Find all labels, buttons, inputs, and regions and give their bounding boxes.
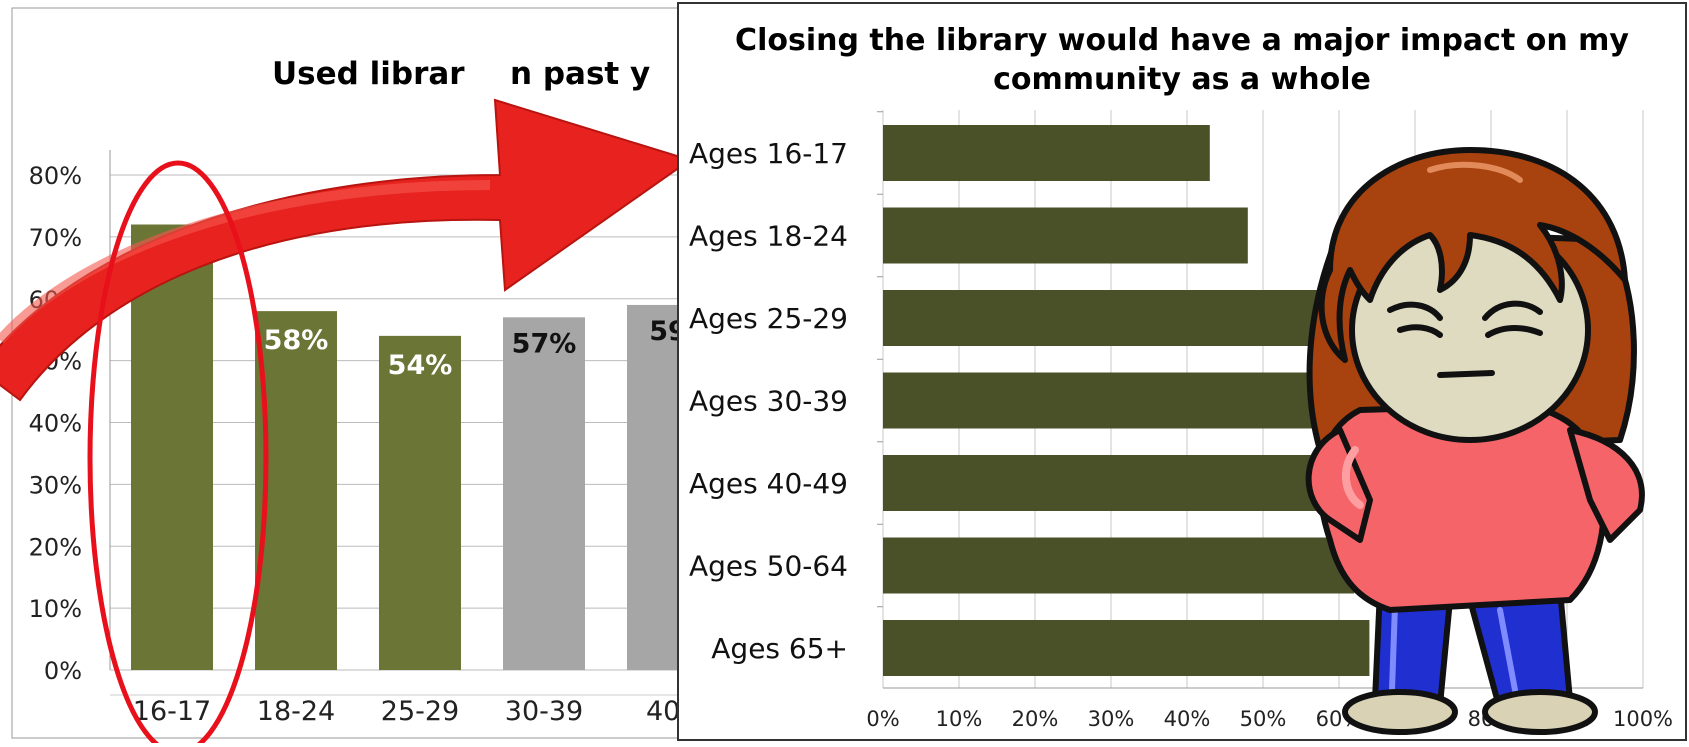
left-bar: [503, 317, 585, 670]
right-category-label: Ages 25-29: [689, 302, 848, 335]
right-xtick-label: 20%: [1012, 707, 1059, 731]
left-ytick-label: 30%: [29, 471, 82, 499]
left-vertical-bar-chart: Used librar n past y 0%10%20%30%40%50%60…: [11, 7, 709, 739]
left-data-label: 58%: [264, 325, 329, 356]
right-category-label: Ages 18-24: [689, 220, 848, 253]
left-data-label: 54%: [388, 350, 453, 381]
left-xtick-label: 16-17: [133, 696, 211, 727]
left-xtick-label: 30-39: [505, 696, 583, 727]
right-xtick-label: 100%: [1613, 707, 1673, 731]
right-xtick-label: 0%: [866, 707, 899, 731]
right-category-label: Ages 50-64: [689, 550, 848, 583]
right-category-label: Ages 30-39: [689, 385, 848, 418]
left-chart-title-part2: n past y: [510, 56, 650, 92]
left-bar: [255, 311, 337, 670]
left-bar: [379, 335, 461, 670]
right-xtick-label: 50%: [1240, 707, 1287, 731]
left-bar: [131, 224, 213, 670]
right-chart-title-line2: community as a whole: [993, 62, 1371, 97]
left-data-label: 57%: [512, 328, 577, 359]
right-xtick-label: 30%: [1088, 707, 1135, 731]
left-xtick-label: 25-29: [381, 696, 459, 727]
right-bar: [883, 290, 1324, 346]
highlight-ellipse: [87, 160, 269, 747]
right-bar: [883, 372, 1339, 429]
right-bar: [883, 455, 1339, 511]
left-ytick-label: 10%: [29, 595, 82, 623]
left-xtick-label: 18-24: [257, 696, 335, 727]
right-category-label: Ages 40-49: [689, 467, 848, 500]
left-chart-title-part1: Used librar: [272, 56, 465, 92]
right-chart-title-line1: Closing the library would have a major i…: [735, 23, 1629, 58]
right-xtick-label: 40%: [1164, 707, 1211, 731]
left-ytick-label: 80%: [29, 162, 82, 190]
right-bar: [883, 620, 1370, 676]
right-bar: [883, 537, 1355, 594]
right-bar: [883, 207, 1248, 264]
right-category-label: Ages 65+: [711, 632, 848, 665]
right-bar: [883, 125, 1210, 181]
right-xtick-label: 10%: [936, 707, 983, 731]
left-ytick-label: 20%: [29, 533, 82, 561]
left-ytick-label: 40%: [29, 410, 82, 438]
left-ytick-label: 0%: [44, 657, 82, 685]
right-category-label: Ages 16-17: [689, 137, 848, 170]
left-ytick-label: 70%: [29, 224, 82, 252]
sad-girl-character-icon: [1305, 147, 1645, 735]
